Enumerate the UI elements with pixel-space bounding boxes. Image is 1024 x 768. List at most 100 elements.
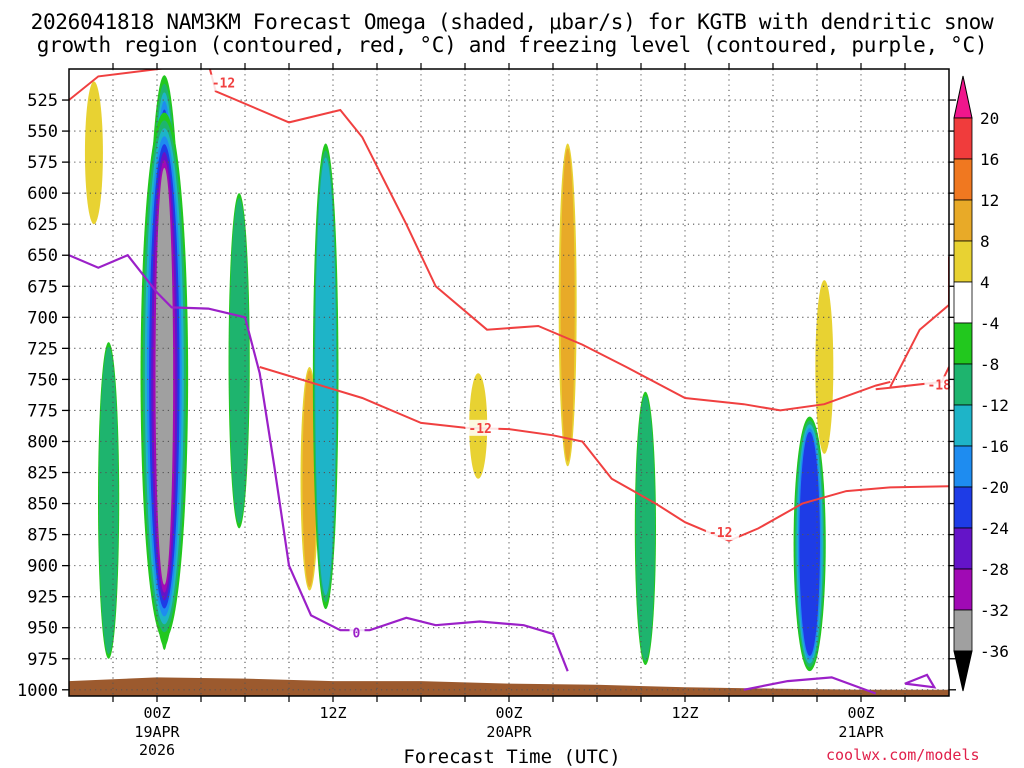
colorbar-block xyxy=(953,363,973,406)
y-tick-label: 575 xyxy=(27,153,58,173)
contour-label-text: 0 xyxy=(353,627,361,642)
colorbar-top-arrow xyxy=(953,75,973,119)
colorbar-block xyxy=(953,445,973,488)
colorbar-label: -20 xyxy=(980,478,1009,497)
omega-cell xyxy=(155,167,174,585)
x-tick-date: 20APR xyxy=(486,723,532,741)
colorbar-block xyxy=(953,609,973,652)
dendritic-contour xyxy=(889,256,949,388)
colorbar-block xyxy=(953,486,973,529)
contour-label-text: -18 xyxy=(927,378,951,393)
y-tick-label: 750 xyxy=(27,370,58,390)
colorbar-block xyxy=(953,240,973,283)
y-tick-label: 875 xyxy=(27,526,58,546)
y-tick-label: 550 xyxy=(27,122,58,142)
contour-label: -12 xyxy=(705,524,739,541)
colorbar-block xyxy=(953,199,973,242)
y-tick-label: 950 xyxy=(27,619,58,639)
contour-label-bg xyxy=(349,624,365,641)
x-tick-label: 12Z xyxy=(671,704,698,722)
colorbar-label: -32 xyxy=(980,601,1009,620)
chart-title-line2: growth region (contoured, red, °C) and f… xyxy=(36,33,988,57)
contour-lines xyxy=(69,69,949,695)
colorbar-label: -12 xyxy=(980,396,1009,415)
y-tick-label: 975 xyxy=(27,650,58,670)
y-tick-label: 600 xyxy=(27,184,58,204)
x-tick-date: 19APR xyxy=(134,723,180,741)
x-tick-date: 21APR xyxy=(838,723,884,741)
colorbar-bottom-arrow xyxy=(953,650,973,692)
colorbar-block xyxy=(953,404,973,447)
freezing-contour xyxy=(69,253,569,672)
omega-cell xyxy=(98,346,119,655)
colorbar: 20 16 12 8 4 -4 -8 -12 -16 -20 -24 -28 -32 -36 xyxy=(953,75,1009,692)
y-tick-label: 800 xyxy=(27,432,58,452)
contour-label-bg xyxy=(208,74,242,91)
y-tick-label: 525 xyxy=(27,91,58,111)
x-axis-label: Forecast Time (UTC) xyxy=(403,746,621,768)
y-tick-label: 850 xyxy=(27,495,58,515)
x-tick-year: 2026 xyxy=(139,741,175,759)
chart-title-line1: 2026041818 NAM3KM Forecast Omega (shaded… xyxy=(30,10,994,34)
omega-shading xyxy=(84,75,834,672)
colorbar-label: -36 xyxy=(980,642,1009,661)
dendritic-contour xyxy=(259,366,949,542)
contour-label: 0 xyxy=(349,624,365,642)
y-tick-label: 625 xyxy=(27,215,58,235)
colorbar-label: -4 xyxy=(980,314,999,333)
contour-labels: -12 -12 -12 -18 0 xyxy=(208,74,958,642)
colorbar-block xyxy=(953,527,973,570)
colorbar-label: 4 xyxy=(980,273,990,292)
contour-label: -12 xyxy=(465,419,499,437)
colorbar-label: -24 xyxy=(980,519,1009,538)
colorbar-label: -28 xyxy=(980,560,1009,579)
x-tick-label: 00Z xyxy=(495,704,522,722)
y-tick-label: 900 xyxy=(27,557,58,577)
y-tick-label: 725 xyxy=(27,339,58,359)
terrain-layer xyxy=(69,677,949,696)
omega-cell xyxy=(84,81,103,225)
omega-cell xyxy=(799,431,820,656)
colorbar-block xyxy=(953,117,973,160)
y-tick-label: 700 xyxy=(27,308,58,328)
contour-label-bg xyxy=(465,419,499,436)
freezing-contour xyxy=(904,673,937,689)
contour-label-text: -12 xyxy=(709,526,732,541)
y-tick-label: 1000 xyxy=(17,681,58,701)
colorbar-block xyxy=(953,322,973,365)
omega-cell xyxy=(315,157,337,596)
x-tick-label: 12Z xyxy=(319,704,346,722)
omega-cell xyxy=(302,370,317,588)
omega-cell xyxy=(635,395,656,661)
omega-cell xyxy=(229,198,249,524)
colorbar-label: 8 xyxy=(980,232,990,251)
omega-cell xyxy=(560,148,575,462)
x-tick-label: 00Z xyxy=(143,704,170,722)
colorbar-block xyxy=(953,568,973,611)
colorbar-block xyxy=(953,158,973,201)
contour-label-text: -12 xyxy=(212,77,235,92)
y-tick-label: 775 xyxy=(27,401,58,421)
contour-label-bg xyxy=(705,524,739,541)
x-tick-label: 00Z xyxy=(847,704,874,722)
y-tick-label: 925 xyxy=(27,588,58,608)
contour-label-text: -12 xyxy=(468,422,491,437)
colorbar-label: 12 xyxy=(980,191,999,210)
freezing-contour xyxy=(743,676,877,695)
y-axis: 525 550 575 600 625 650 675 700 725 750 775 800 825 8… xyxy=(17,91,956,701)
y-tick-label: 825 xyxy=(27,464,58,484)
colorbar-label: -8 xyxy=(980,355,999,374)
terrain-fill xyxy=(69,677,949,696)
omega-cell xyxy=(815,280,834,454)
colorbar-label: 16 xyxy=(980,150,999,169)
y-tick-label: 650 xyxy=(27,246,58,266)
y-tick-label: 675 xyxy=(27,277,58,297)
dendritic-contour xyxy=(69,69,891,412)
colorbar-label: -16 xyxy=(980,437,1009,456)
contour-label: -12 xyxy=(208,74,242,92)
colorbar-label: 20 xyxy=(980,109,999,128)
credit-link[interactable]: coolwx.com/models xyxy=(826,746,980,764)
colorbar-block xyxy=(953,281,973,324)
